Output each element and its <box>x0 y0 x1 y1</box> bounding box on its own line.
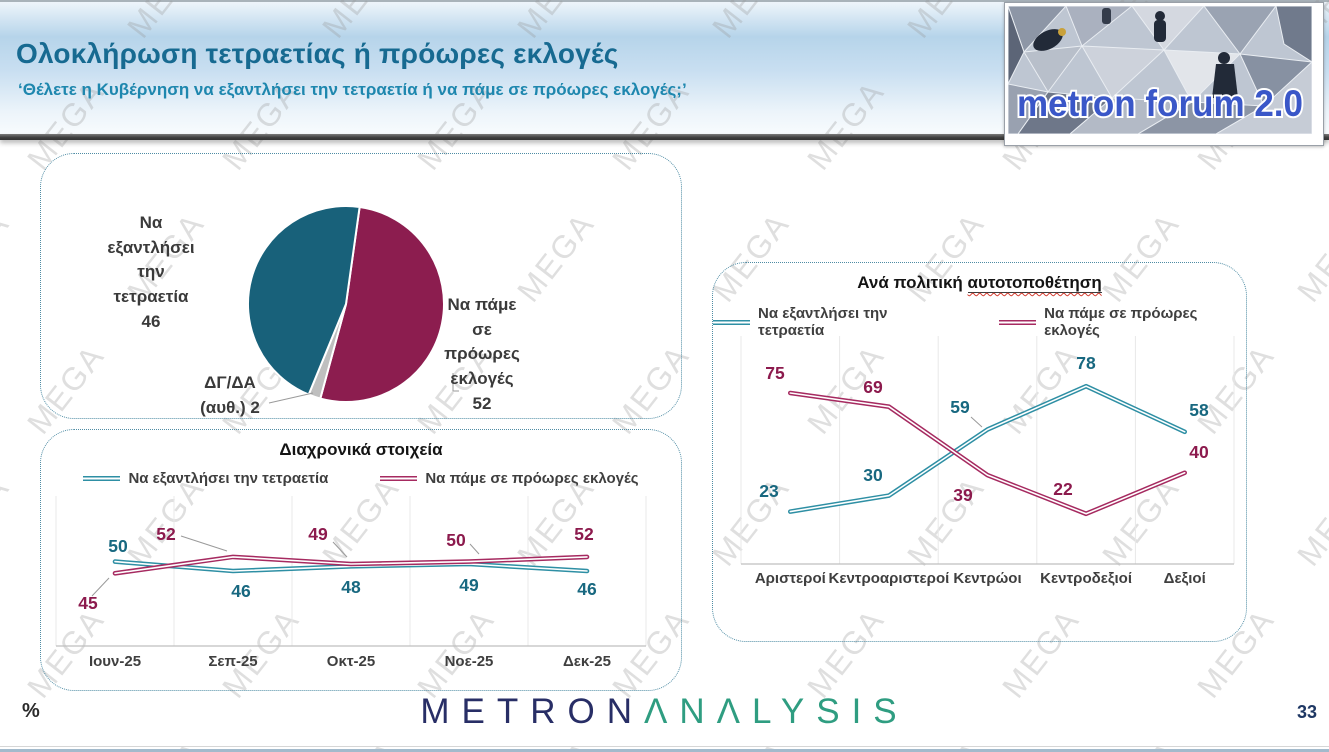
bottom-divider-line <box>0 746 1329 747</box>
data-label: 50 <box>446 530 466 550</box>
watermark-text: MEGA <box>0 205 17 309</box>
x-axis-label: Δεξιοί <box>1164 570 1206 587</box>
pie-label-early-elections: Να πάμε σε πρόωρες εκλογές 52 <box>438 293 526 416</box>
legend-swatch <box>83 476 121 481</box>
pie-slice <box>319 205 445 403</box>
data-label: 78 <box>1076 353 1096 373</box>
title-plain: Ανά πολιτική <box>857 273 968 292</box>
series-line-core <box>789 385 1186 513</box>
data-label: 59 <box>950 397 970 417</box>
data-label: 46 <box>231 581 251 601</box>
pie-label-text: Να πάμε σε πρόωρες εκλογές <box>444 295 520 388</box>
label-leader-line <box>970 416 983 428</box>
data-label: 52 <box>574 524 594 544</box>
series-line <box>788 390 1187 517</box>
percent-note: % <box>22 700 40 722</box>
data-label: 75 <box>765 363 785 383</box>
pie-value: 2 <box>250 397 260 417</box>
pie-label-dk-na: ΔΓ/ΔΑ (αυθ.) 2 <box>184 371 276 420</box>
x-axis-label: Ιουν-25 <box>89 653 141 670</box>
data-label: 52 <box>156 524 176 544</box>
pie-value: 46 <box>141 311 161 331</box>
x-axis-label: Οκτ-25 <box>327 653 375 670</box>
bottom-strip <box>0 749 1329 752</box>
legend-label: Να πάμε σε πρόωρες εκλογές <box>1044 305 1198 339</box>
legend-swatch <box>999 319 1037 325</box>
legend-item: Να πάμε σε πρόωρες εκλογές <box>380 470 639 487</box>
data-label: 45 <box>78 593 98 613</box>
data-label: 40 <box>1189 442 1209 462</box>
label-leader-line <box>469 543 480 555</box>
timeline-legend: Να εξαντλήσει την τετραετία Να πάμε σε πρ… <box>41 470 681 487</box>
self-placement-chart-panel: Ανά πολιτική αυτοτοποθέτηση Να εξαντλήσε… <box>712 262 1247 642</box>
series-line-core <box>789 392 1186 515</box>
self-placement-legend: Να εξαντλήσει την τετραετία Να πάμε σε πρ… <box>713 305 1246 339</box>
metron-analysis-logo: METRONΛNΛLYSIS <box>0 692 1329 732</box>
pie-label-text: ΔΓ/ΔΑ (αυθ.) <box>200 373 256 417</box>
pie-label-text: Να εξαντλήσει την τετραετία <box>107 213 195 306</box>
pie-slice <box>247 205 361 396</box>
legend-label: Να εξαντλήσει την τετραετία <box>758 305 888 339</box>
data-label: 30 <box>863 465 883 485</box>
logo-people-silhouettes <box>1033 8 1238 98</box>
legend-label: Να εξαντλήσει την τετραετία <box>128 470 329 487</box>
data-label: 49 <box>459 575 479 595</box>
data-label: 50 <box>108 536 128 556</box>
pie-label-exhaust-term: Να εξαντλήσει την τετραετία 46 <box>101 211 201 334</box>
brand-analysis: ΛNΛLYSIS <box>643 692 909 731</box>
legend-item: Να εξαντλήσει την τετραετία <box>83 470 328 487</box>
legend-item: Να πάμε σε πρόωρες εκλογές <box>999 305 1246 339</box>
x-axis-label: Σεπ-25 <box>208 653 257 670</box>
metron-forum-logo-image: metron forum 2.0 <box>1008 6 1312 134</box>
self-placement-line-chart: Αριστεροί Κεντροαριστεροί Κεντρώοι Κεντροδε… <box>740 336 1235 587</box>
x-axis-label: Κεντρώοι <box>953 570 1021 587</box>
self-placement-chart-title: Ανά πολιτική αυτοτοποθέτηση <box>713 273 1246 293</box>
legend-label: Να πάμε σε πρόωρες εκλογές <box>425 470 639 487</box>
data-label: 48 <box>341 577 361 597</box>
pie-leader-lines <box>268 373 459 404</box>
watermark-text: MEGA <box>0 469 17 573</box>
brand-metron: METRON <box>420 692 644 731</box>
data-label: 49 <box>308 524 328 544</box>
watermark-text: MEGA <box>1290 205 1329 309</box>
series-line-core <box>114 560 588 572</box>
x-axis-label: Αριστεροί <box>755 570 826 587</box>
title-underlined-word: αυτοτοποθέτηση <box>967 273 1102 293</box>
metron-forum-logo: metron forum 2.0 <box>1004 2 1324 146</box>
legend-swatch <box>713 319 750 325</box>
watermark-text: MEGA <box>1290 469 1329 573</box>
pie-chart-panel: Να εξαντλήσει την τετραετία 46 Να πάμε σ… <box>40 153 682 419</box>
x-axis-label: Δεκ-25 <box>563 653 611 670</box>
timeline-line-chart: Ιουν-25 Σεπ-25 Οκτ-25 Νοε-25 Δεκ-25 50 46 48 49 4… <box>55 496 647 670</box>
x-axis-label: Κεντροαριστεροί <box>829 570 950 587</box>
data-label: 39 <box>953 485 973 505</box>
timeline-chart-panel: Διαχρονικά στοιχεία Να εξαντλήσει την τε… <box>40 429 682 691</box>
label-leader-line <box>91 577 110 597</box>
x-axis-label: Νοε-25 <box>445 653 494 670</box>
page-subtitle: ‘Θέλετε η Κυβέρνηση να εξαντλήσει την τε… <box>18 80 687 99</box>
data-label: 46 <box>577 579 597 599</box>
logo-text: metron forum 2.0 <box>1017 83 1303 124</box>
data-label: 23 <box>759 481 779 501</box>
data-label: 58 <box>1189 400 1209 420</box>
label-leader-line <box>332 541 348 558</box>
pie-chart <box>247 205 445 403</box>
label-leader-line <box>180 535 228 552</box>
legend-swatch <box>380 476 418 481</box>
legend-item: Να εξαντλήσει την τετραετία <box>713 305 947 339</box>
data-label: 22 <box>1053 479 1073 499</box>
timeline-chart-title: Διαχρονικά στοιχεία <box>279 440 443 459</box>
header-divider <box>0 134 1329 140</box>
page-title: Ολοκλήρωση τετραετίας ή πρόωρες εκλογές <box>16 38 619 69</box>
pie-value: 52 <box>472 393 492 413</box>
page-number: 33 <box>1296 702 1317 722</box>
series-line-core <box>114 556 588 575</box>
x-axis-label: Κεντροδεξιοί <box>1040 570 1132 587</box>
data-label: 69 <box>863 377 883 397</box>
